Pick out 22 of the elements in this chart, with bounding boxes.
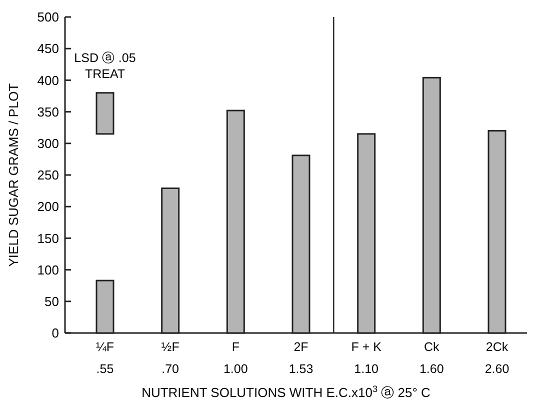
y-tick-label: 500 — [37, 10, 59, 25]
y-tick-label: 150 — [37, 230, 59, 246]
x-tick-label: 2Ck 2.60 — [484, 340, 510, 376]
y-tick-label: 200 — [37, 199, 59, 214]
x-tick-label: F + K 1.10 — [351, 340, 382, 376]
annotation: LSD ⓐ .05 TREAT — [74, 51, 136, 81]
y-tick-label: 50 — [44, 294, 59, 309]
x-tick-label: ½F .70 — [161, 340, 180, 376]
y-tick-label: 300 — [37, 136, 59, 151]
x-tick-label: 2F 1.53 — [288, 340, 314, 376]
y-tick-label: 0 — [52, 326, 59, 341]
x-tick-label: Ck 1.60 — [419, 340, 444, 376]
y-tick-label: 400 — [37, 72, 59, 88]
y-tick-label: 350 — [37, 104, 59, 120]
x-tick-label: ¼F .55 — [96, 340, 114, 376]
y-tick-label: 100 — [37, 262, 59, 278]
x-tick-label: F 1.00 — [223, 340, 248, 376]
y-tick-label: 450 — [37, 41, 59, 56]
y-axis-title: YIELD SUGAR GRAMS / PLOT — [6, 83, 21, 267]
bar — [96, 92, 114, 135]
x-axis-title: NUTRIENT SOLUTIONS WITH E.C.x10$^{3}$ ⓐ 25° C — [142, 384, 430, 400]
y-tick-label: 250 — [37, 168, 59, 183]
